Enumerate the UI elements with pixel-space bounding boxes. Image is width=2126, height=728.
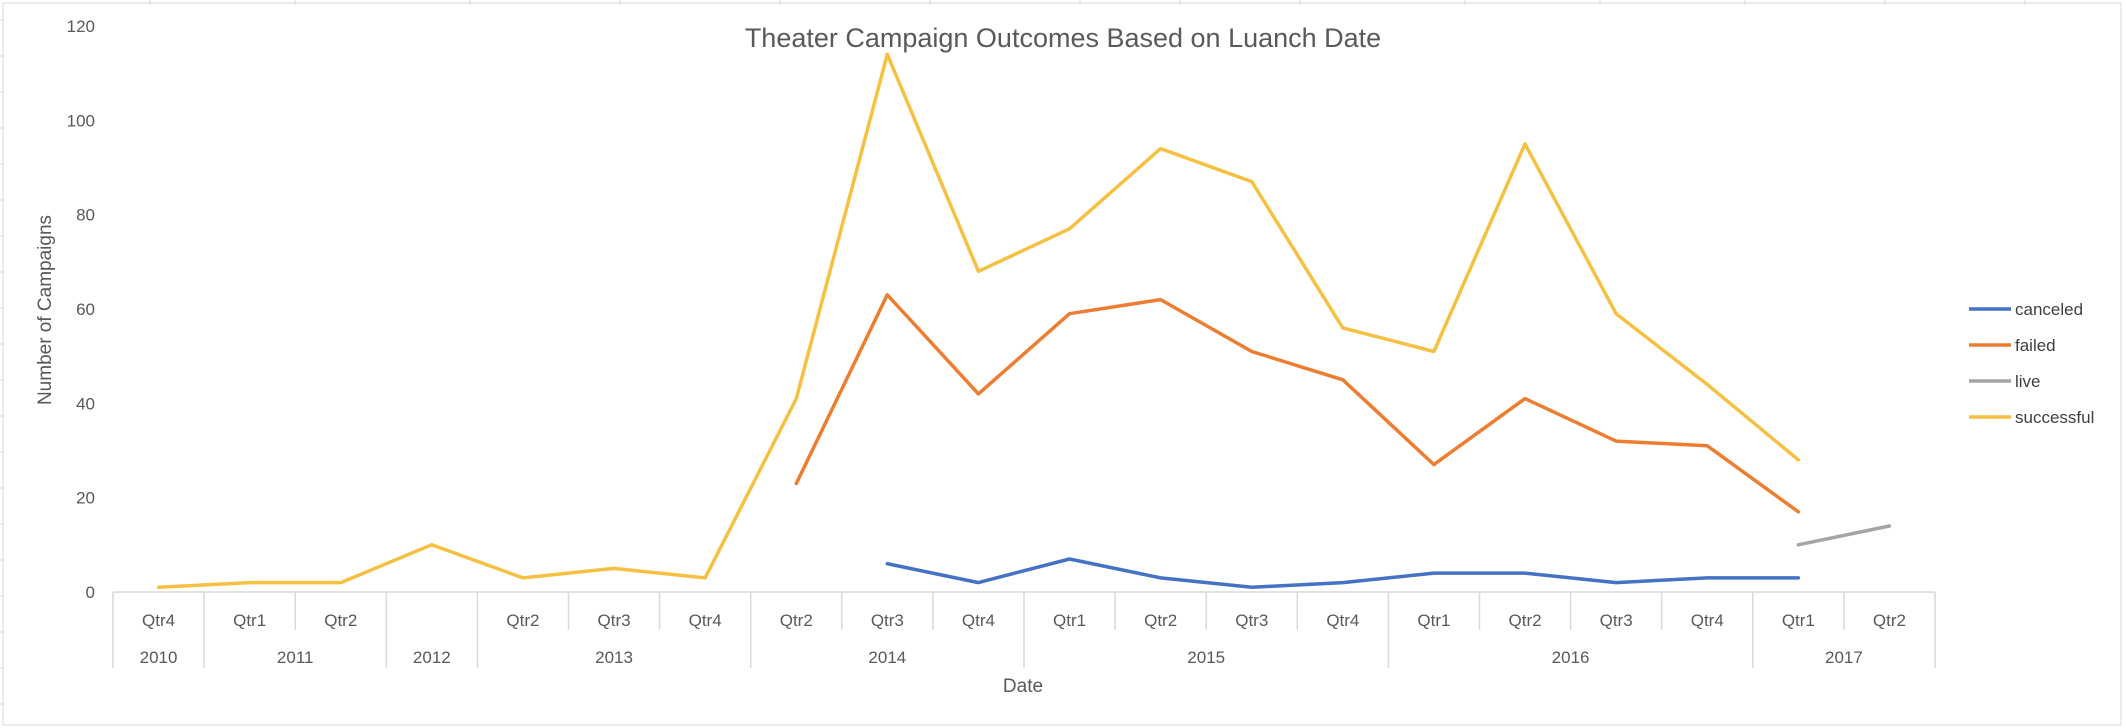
quarter-tick-label: Qtr4	[962, 611, 995, 630]
series-live	[1796, 524, 1892, 547]
quarter-tick-label: Qtr3	[871, 611, 904, 630]
legend-label-successful: successful	[2015, 408, 2094, 427]
quarter-tick-label: Qtr4	[689, 611, 722, 630]
y-tick-label: 40	[76, 394, 95, 413]
quarter-tick-label: Qtr1	[1053, 611, 1086, 630]
year-tick-label: 2017	[1825, 648, 1863, 667]
quarter-tick-label: Qtr2	[780, 611, 813, 630]
quarter-tick-label: Qtr1	[233, 611, 266, 630]
chart-title: Theater Campaign Outcomes Based on Luanc…	[745, 23, 1381, 53]
series-line-successful	[156, 52, 1801, 590]
legend-label-canceled: canceled	[2015, 300, 2083, 319]
legend-label-live: live	[2015, 372, 2041, 391]
year-tick-label: 2012	[413, 648, 451, 667]
y-tick-label: 60	[76, 300, 95, 319]
year-tick-label: 2010	[140, 648, 178, 667]
y-tick-label: 20	[76, 489, 95, 508]
plot-series	[156, 52, 1892, 590]
year-tick-label: 2011	[277, 648, 314, 667]
y-axis-title: Number of Campaigns	[35, 215, 56, 405]
y-tick-label: 120	[67, 17, 95, 36]
y-tick-label: 80	[76, 206, 95, 225]
quarter-tick-label: Qtr3	[598, 611, 631, 630]
quarter-tick-label: Qtr2	[506, 611, 539, 630]
series-line-failed	[794, 293, 1801, 514]
series-line-canceled	[885, 557, 1801, 590]
quarter-tick-label: Qtr4	[1691, 611, 1724, 630]
year-tick-label: 2016	[1552, 648, 1590, 667]
legend-label-failed: failed	[2015, 336, 2056, 355]
quarter-tick-label: Qtr2	[1509, 611, 1542, 630]
quarter-tick-label: Qtr3	[1600, 611, 1633, 630]
year-tick-label: 2014	[868, 648, 906, 667]
quarter-tick-label: Qtr4	[1326, 611, 1359, 630]
quarter-tick-label: Qtr1	[1782, 611, 1815, 630]
series-failed	[794, 293, 1801, 514]
quarter-tick-label: Qtr4	[142, 611, 175, 630]
series-successful	[156, 52, 1801, 590]
quarter-tick-label: Qtr2	[324, 611, 357, 630]
quarter-tick-label: Qtr2	[1873, 611, 1906, 630]
legend: canceled failed live successful	[1969, 300, 2094, 427]
x-axis-title: Date	[1003, 676, 1043, 697]
y-tick-label: 0	[86, 583, 95, 602]
x-axis: Qtr4 Qtr1 Qtr2 Qtr2 Qtr3 Qtr4 Qtr2 Qtr3 Qtr4 Qtr1…	[112, 591, 1936, 668]
quarter-tick-label: Qtr2	[1144, 611, 1177, 630]
quarter-tick-label: Qtr1	[1417, 611, 1450, 630]
y-tick-label: 100	[67, 111, 95, 130]
y-axis-labels: 0 20 40 60 80 100 120	[67, 17, 95, 602]
year-tick-label: 2013	[595, 648, 633, 667]
series-line-live	[1796, 524, 1892, 547]
series-canceled	[885, 557, 1801, 590]
year-tick-label: 2015	[1187, 648, 1225, 667]
quarter-tick-label: Qtr3	[1235, 611, 1268, 630]
